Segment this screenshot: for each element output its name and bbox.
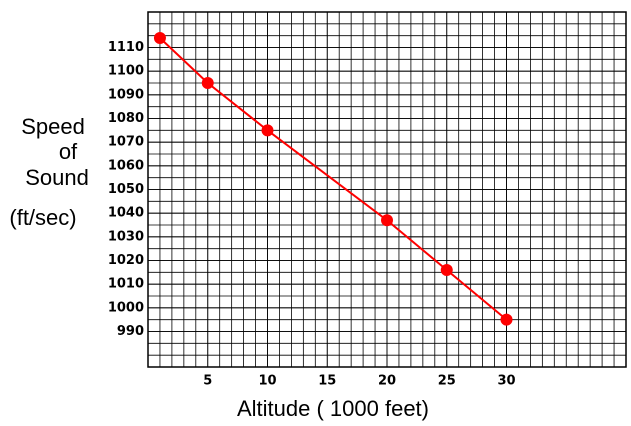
y-tick-label: 1050 — [108, 182, 144, 197]
y-tick-label: 1100 — [108, 64, 144, 79]
y-tick-label: 990 — [117, 324, 144, 339]
x-label: Altitude ( 1000 feet) — [237, 396, 429, 421]
data-point — [261, 124, 274, 137]
y-label: Sound — [25, 165, 89, 190]
y-tick-label: 1000 — [108, 300, 144, 315]
y-label: (ft/sec) — [9, 205, 76, 230]
y-tick-label: 1010 — [108, 277, 144, 292]
x-tick-label: 15 — [318, 374, 336, 389]
data-point — [381, 214, 393, 227]
y-tick-label: 1020 — [108, 253, 144, 268]
y-label: Speed — [21, 114, 85, 139]
y-tick-label: 1030 — [108, 229, 144, 244]
x-tick-label: 5 — [203, 374, 212, 389]
series-line — [159, 37, 508, 321]
x-tick-label: 20 — [378, 374, 396, 389]
x-tick-label: 10 — [258, 374, 276, 389]
x-tick-label: 25 — [438, 374, 456, 389]
y-tick-label: 1060 — [108, 158, 144, 173]
data-point — [153, 32, 166, 45]
data-point — [440, 263, 453, 276]
y-label: of — [59, 139, 78, 164]
y-tick-label: 1110 — [108, 40, 144, 55]
data-point — [201, 77, 214, 89]
y-tick-label: 1080 — [108, 111, 144, 126]
y-tick-label: 1070 — [108, 135, 144, 150]
y-tick-label: 1090 — [108, 87, 144, 102]
y-tick-label: 1040 — [108, 206, 144, 221]
data-point — [500, 313, 513, 326]
x-tick-label: 30 — [497, 374, 515, 389]
